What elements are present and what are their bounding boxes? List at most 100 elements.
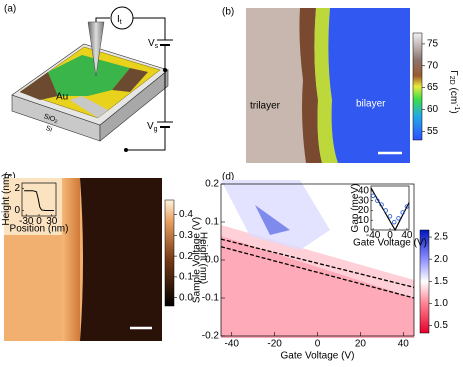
y-tick-label: 0 — [363, 225, 369, 236]
y-axis-label: Sample Voltage (V) — [192, 217, 203, 303]
y-tick-label: 0.1 — [205, 217, 219, 228]
data-point — [370, 193, 376, 198]
inset-background — [4, 178, 62, 235]
y-tick-label: 0.2 — [205, 179, 219, 190]
colorbar-tick-label: 2.0 — [434, 254, 448, 265]
y-tick-label: -0.2 — [202, 331, 220, 342]
symbol: V — [148, 38, 155, 49]
panel-label: (d) — [222, 172, 234, 183]
map-edge — [299, 8, 322, 163]
x-tick-label: -30 — [19, 216, 34, 227]
subscript: 2D — [448, 76, 455, 85]
y-tick-label: 30 — [358, 195, 370, 206]
bias-label: Vs — [148, 38, 159, 50]
map-region — [255, 205, 290, 235]
dashed-line — [220, 246, 415, 299]
data-point — [396, 216, 401, 221]
contact — [124, 148, 128, 152]
data-point — [383, 208, 388, 213]
colorbar-tick-label: 0.4 — [179, 209, 193, 220]
current-label: It — [117, 14, 122, 26]
y-axis-label: Gap (meV) — [350, 184, 361, 233]
colorbar-tick-label: 60 — [427, 104, 439, 115]
y-tick-label: 40 — [358, 186, 370, 197]
x-axis-label: Position (nm) — [10, 224, 69, 235]
flake-brown — [112, 68, 148, 92]
wire — [95, 17, 110, 22]
y-tick-label: 2 — [14, 183, 20, 194]
symbol: V — [147, 121, 154, 132]
colorbar-tick-label: 0.1 — [179, 272, 193, 283]
text: ) — [448, 110, 459, 113]
text: SiO — [43, 113, 57, 123]
map-substrate — [80, 178, 162, 341]
y-tick-label: 10 — [358, 215, 370, 226]
text: (cm — [448, 85, 459, 104]
colorbar-tick-label: 1.5 — [434, 276, 448, 287]
colorbar-label: Height (nm) — [197, 232, 208, 284]
panel-label: (c) — [4, 172, 16, 183]
map-bilayer — [328, 8, 410, 163]
x-tick-label: 40 — [401, 230, 413, 241]
data-point — [375, 198, 380, 203]
map-edge — [314, 8, 338, 163]
colorbar-tick-label: 0.0 — [179, 292, 193, 303]
symbol: I — [117, 14, 120, 25]
wire — [133, 17, 166, 40]
x-axis-label: Gate Voltage (V) — [281, 351, 355, 362]
x-tick-label: 40 — [398, 339, 410, 350]
colorbar — [164, 199, 175, 307]
y-tick-label: -0.1 — [202, 293, 220, 304]
profile-line — [24, 190, 54, 211]
x-tick-label: 0 — [315, 339, 321, 350]
data-point — [404, 204, 410, 209]
colorbar-tick-label: 55 — [427, 126, 439, 137]
data-point — [400, 210, 405, 215]
electrode-label: Au — [56, 92, 68, 103]
data-point — [392, 219, 397, 225]
subscript: t — [120, 19, 122, 26]
subscript: 2 — [53, 119, 58, 126]
colorbar-tick-label: 0.3 — [179, 230, 193, 241]
gate-label: Vg — [147, 121, 158, 133]
panel-c: (c) Height (nm) — [4, 172, 208, 341]
x-tick-label: 0 — [387, 230, 393, 241]
superscript: -1 — [453, 104, 460, 110]
y-axis-label: Height (nm) — [1, 173, 12, 225]
colorbar-tick-label: 0.2 — [179, 251, 193, 262]
panel-b: (b) trilayer bilayer Γ2D (cm-1) — [222, 7, 460, 163]
map-edge — [62, 178, 80, 341]
colorbar-tick-label: 1.0 — [434, 298, 448, 309]
substrate-label: Si — [45, 125, 54, 134]
colorbar — [412, 32, 423, 141]
colorbar-tick-label: 2.5 — [434, 232, 448, 243]
panel-a: (a) It Vs Vg Au SiO2 Si — [4, 4, 173, 152]
oxide-label: SiO2 — [42, 113, 59, 126]
panel-label: (a) — [4, 4, 16, 15]
x-tick-label: 30 — [46, 216, 58, 227]
map-region — [221, 180, 330, 250]
annotation: trilayer — [250, 101, 281, 112]
data-point — [387, 214, 393, 219]
flake-brown — [20, 72, 58, 100]
colorbar-tick-label: 0.5 — [434, 320, 448, 331]
x-tick-label: 0 — [36, 216, 42, 227]
annotation: bilayer — [356, 99, 386, 110]
y-tick-label: 0.0 — [205, 255, 219, 266]
data-point — [379, 202, 384, 207]
ammeter — [110, 6, 134, 30]
colorbar-tick-label: 70 — [427, 60, 439, 71]
x-tick-label: -40 — [224, 339, 239, 350]
x-tick-label: 20 — [355, 339, 367, 350]
colorbar-tick-label: 65 — [427, 82, 439, 93]
panel-label: (b) — [222, 7, 234, 18]
wire — [126, 127, 166, 151]
x-axis-label: Gate Voltage (V) — [353, 238, 427, 249]
trench — [70, 96, 108, 118]
colorbar-label: Γ2D (cm-1) — [448, 70, 460, 114]
subscript: g — [154, 126, 158, 133]
y-tick-label: 0 — [14, 205, 20, 216]
y-tick-label: 20 — [358, 205, 370, 216]
flake-green — [48, 55, 130, 96]
